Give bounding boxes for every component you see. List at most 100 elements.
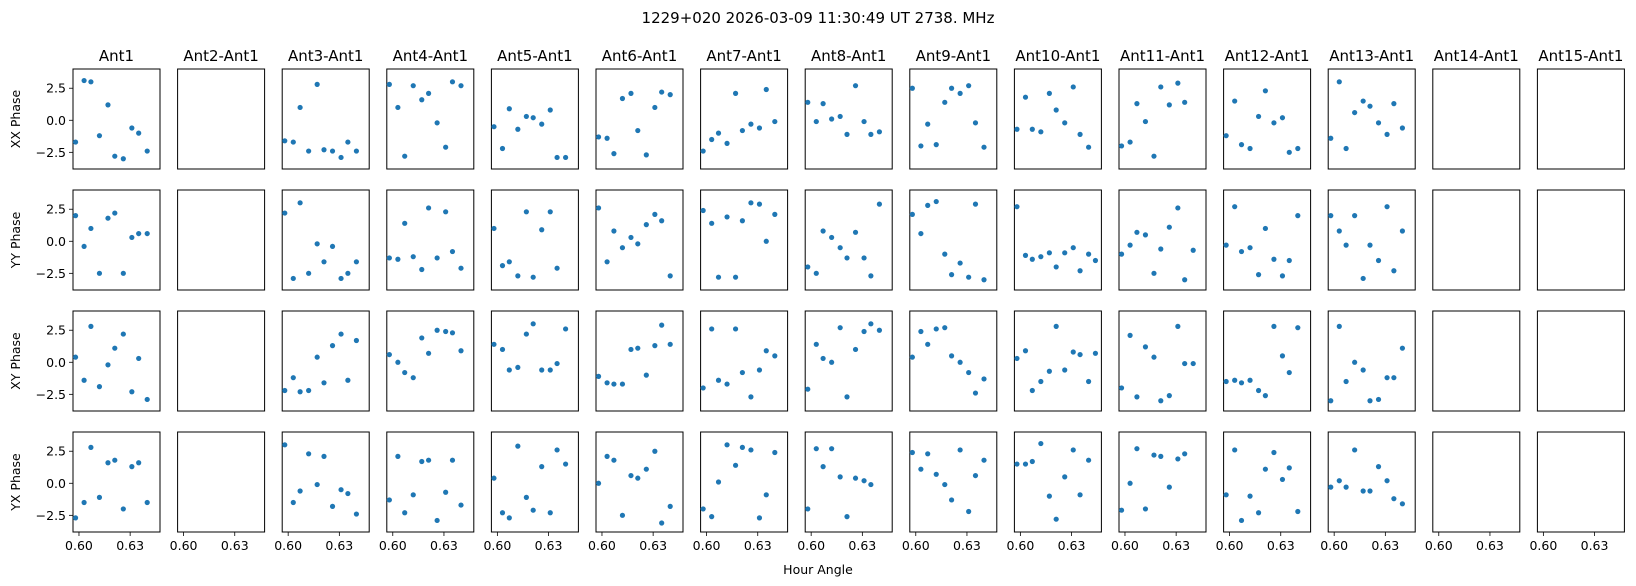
data-point (1343, 242, 1349, 248)
y-tick-label: 0.0 (46, 113, 66, 128)
subplot-frame (1327, 68, 1416, 170)
data-point (925, 121, 931, 127)
data-point (88, 225, 94, 232)
y-tick-label: −2.5 (36, 508, 66, 523)
data-point (554, 265, 560, 271)
data-point (619, 95, 626, 102)
subplot-frame (72, 189, 161, 291)
data-point (386, 351, 392, 358)
row-axis-label: XY Phase (8, 332, 23, 390)
data-point (1232, 447, 1238, 453)
data-point (611, 381, 617, 387)
column-title: Ant6-Ant1 (602, 47, 677, 65)
column-title: Ant10-Ant1 (1015, 47, 1100, 65)
subplot: 2.5 0.0 −2.5 (36, 189, 161, 291)
data-point (813, 118, 819, 125)
column-title: Ant14-Ant1 (1434, 47, 1519, 65)
data-point (1118, 507, 1125, 513)
data-point (1391, 101, 1397, 107)
data-point (837, 474, 843, 480)
column-title: Ant8-Ant1 (811, 47, 886, 65)
data-point (748, 121, 754, 127)
data-point (105, 215, 111, 221)
data-point (700, 207, 706, 214)
data-point (635, 241, 641, 247)
data-point (820, 464, 826, 470)
data-point (547, 209, 553, 215)
data-point (395, 453, 401, 459)
data-point (611, 151, 617, 157)
x-tick-label: 0.63 (1371, 538, 1399, 553)
subplot (909, 68, 998, 170)
data-point (972, 472, 979, 479)
data-point (805, 506, 811, 512)
data-point (756, 125, 763, 131)
data-point (539, 121, 545, 127)
data-point (1134, 229, 1140, 235)
data-point (129, 464, 135, 470)
data-point (1328, 213, 1334, 219)
data-point (1399, 125, 1406, 131)
y-tick-label: −2.5 (36, 387, 66, 402)
data-point (515, 364, 521, 371)
data-point (667, 273, 673, 279)
subplot-frame (804, 431, 893, 533)
x-tick-label: 0.60 (1216, 538, 1244, 553)
data-point (314, 354, 320, 360)
data-point (345, 270, 351, 276)
data-point (1166, 484, 1172, 490)
data-point (530, 321, 536, 327)
data-point (81, 243, 87, 250)
data-point (1022, 252, 1029, 258)
data-point (1014, 126, 1020, 132)
data-point (1352, 359, 1358, 365)
data-point (763, 492, 769, 498)
data-point (635, 127, 641, 134)
data-point (1328, 484, 1334, 490)
data-point (1053, 107, 1059, 113)
data-point (1384, 375, 1390, 381)
data-point (1247, 145, 1253, 152)
data-point (748, 447, 754, 453)
data-point (1255, 113, 1262, 120)
data-point (628, 234, 634, 241)
data-point (554, 360, 560, 367)
data-point (410, 492, 416, 498)
data-point (805, 99, 811, 105)
data-point (449, 79, 456, 85)
subplot-frame (281, 68, 370, 170)
x-tick-label: 0.63 (1267, 538, 1295, 553)
data-point (1223, 492, 1229, 498)
data-point (1134, 101, 1140, 107)
subplot: 2.5 0.0 −2.5 0.60 0.63 (36, 431, 161, 553)
data-point (829, 446, 835, 452)
data-point (321, 259, 327, 265)
data-point (1134, 394, 1140, 400)
data-point (136, 230, 142, 237)
data-point (739, 218, 745, 224)
subplot (700, 310, 789, 412)
data-point (966, 83, 972, 89)
data-point (425, 90, 432, 96)
x-tick-label: 0.63 (953, 538, 981, 553)
data-point (1029, 256, 1035, 262)
subplot-frame (909, 68, 998, 170)
data-point (1223, 242, 1229, 248)
data-point (1142, 232, 1149, 238)
x-tick-label: 0.63 (639, 538, 667, 553)
data-point (1399, 501, 1406, 507)
data-point (1295, 145, 1301, 152)
subplot (1432, 68, 1521, 170)
data-point (72, 354, 79, 360)
data-point (852, 83, 859, 89)
data-point (763, 238, 769, 244)
x-tick-label: 0.63 (1476, 538, 1504, 553)
data-point (1022, 94, 1029, 100)
subplot-frame (490, 431, 579, 533)
data-point (1029, 126, 1035, 132)
data-point (1399, 345, 1406, 351)
data-point (942, 251, 948, 257)
data-point (1038, 440, 1044, 447)
data-point (604, 380, 610, 386)
data-point (144, 148, 150, 154)
